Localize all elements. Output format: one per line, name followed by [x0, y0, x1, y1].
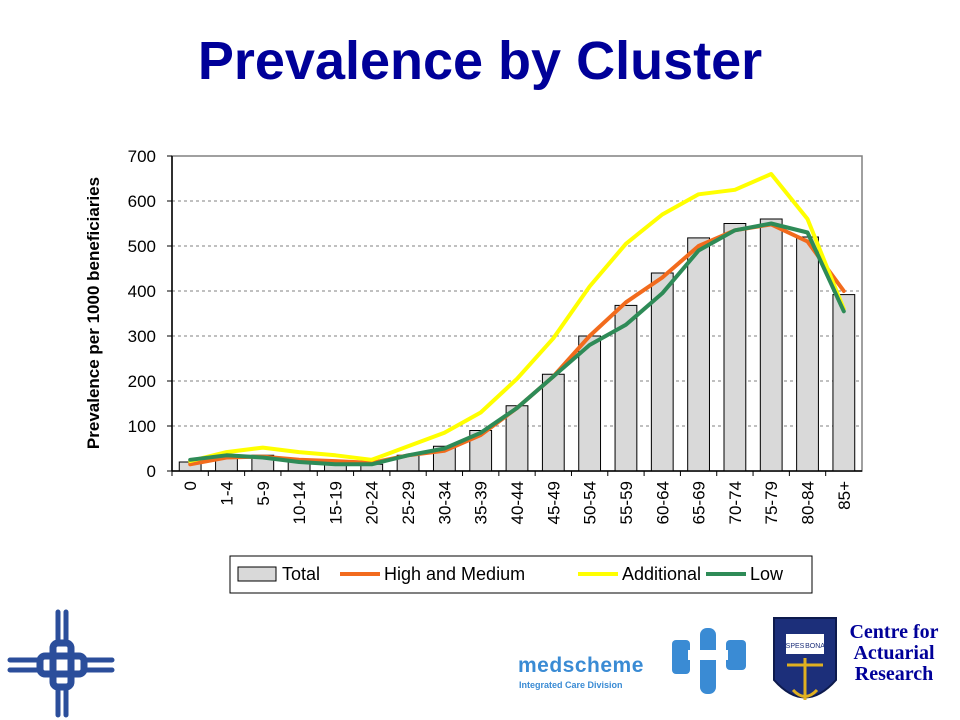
bar-total-75-79: [759, 218, 783, 472]
cross-logo: [7, 609, 115, 718]
x-tick-label: 70-74: [726, 481, 745, 524]
series-lines: [188, 172, 846, 467]
x-tick-label: 55-59: [617, 481, 636, 524]
x-tick-label: 20-24: [363, 481, 382, 524]
car-line-3: Research: [854, 663, 934, 685]
y-tick-label: 700: [128, 147, 156, 166]
x-tick-label: 0: [181, 481, 200, 490]
crest-logo: SPES BONA: [773, 617, 837, 700]
series-line-additional: [188, 172, 846, 464]
centre-for-actuarial-research: Centre for Actuarial Research: [836, 622, 952, 685]
legend-swatch-total: [237, 566, 277, 582]
x-tick-label: 25-29: [399, 481, 418, 524]
x-tick-label: 80-84: [799, 481, 818, 524]
medscheme-division: Integrated Care Division: [519, 680, 623, 690]
x-tick-label: 5-9: [254, 481, 273, 506]
bars: [178, 218, 856, 472]
bar-total-70-74: [723, 223, 747, 472]
x-tick-label: 65-69: [690, 481, 709, 524]
x-tick-label: 35-39: [472, 481, 491, 524]
y-tick-label: 500: [128, 237, 156, 256]
bar-total-80-84: [796, 236, 819, 472]
x-tick-label: 45-49: [544, 481, 563, 524]
y-tick-label: 300: [128, 327, 156, 346]
legend-label: Additional: [622, 564, 701, 584]
bar-total-65-69: [687, 237, 710, 472]
legend-label: High and Medium: [384, 564, 525, 584]
legend-label: Total: [282, 564, 320, 584]
legend-label: Low: [750, 564, 784, 584]
x-tick-label: 75-79: [762, 481, 781, 524]
x-tick-label: 30-34: [435, 481, 454, 524]
crest-motto-right: BONA: [805, 643, 825, 650]
y-tick-label: 0: [147, 462, 156, 481]
series-line-low: [188, 221, 846, 467]
medscheme-name: medscheme: [518, 654, 644, 677]
medscheme-mark: [672, 628, 746, 694]
slide-title: Prevalence by Cluster: [197, 31, 763, 91]
x-axis-tick-labels: 0 1-4 5-9 10-14 15-19 20-24 25-29 30-34 35-39 40-…: [171, 471, 854, 524]
x-tick-label: 15-19: [326, 481, 345, 524]
y-axis-label: Prevalence per 1000 beneficiaries: [84, 177, 103, 449]
bar-total-45-49: [541, 373, 565, 472]
x-tick-label: 40-44: [508, 481, 527, 524]
crest-motto-left: SPES: [786, 643, 805, 650]
x-tick-label: 1-4: [217, 481, 236, 506]
bar-total-85+: [832, 294, 856, 472]
x-tick-label: 60-64: [653, 481, 672, 524]
car-line-1: Centre for: [849, 621, 939, 643]
car-line-2: Actuarial: [853, 642, 935, 664]
legend-items: Total High and Medium Additional Low: [237, 564, 784, 584]
x-tick-label: 10-14: [290, 481, 309, 524]
y-tick-label: 200: [128, 372, 156, 391]
y-axis-tick-labels: 0 100 200 300 400 500 600 700: [128, 147, 172, 481]
y-tick-label: 600: [128, 192, 156, 211]
x-tick-label: 50-54: [581, 481, 600, 524]
y-tick-label: 400: [128, 282, 156, 301]
bar-total-50-54: [578, 335, 602, 472]
y-tick-label: 100: [128, 417, 156, 436]
x-tick-label: 85+: [835, 481, 854, 510]
legend: Total High and Medium Additional Low: [229, 555, 813, 594]
bar-total-60-64: [650, 272, 674, 472]
